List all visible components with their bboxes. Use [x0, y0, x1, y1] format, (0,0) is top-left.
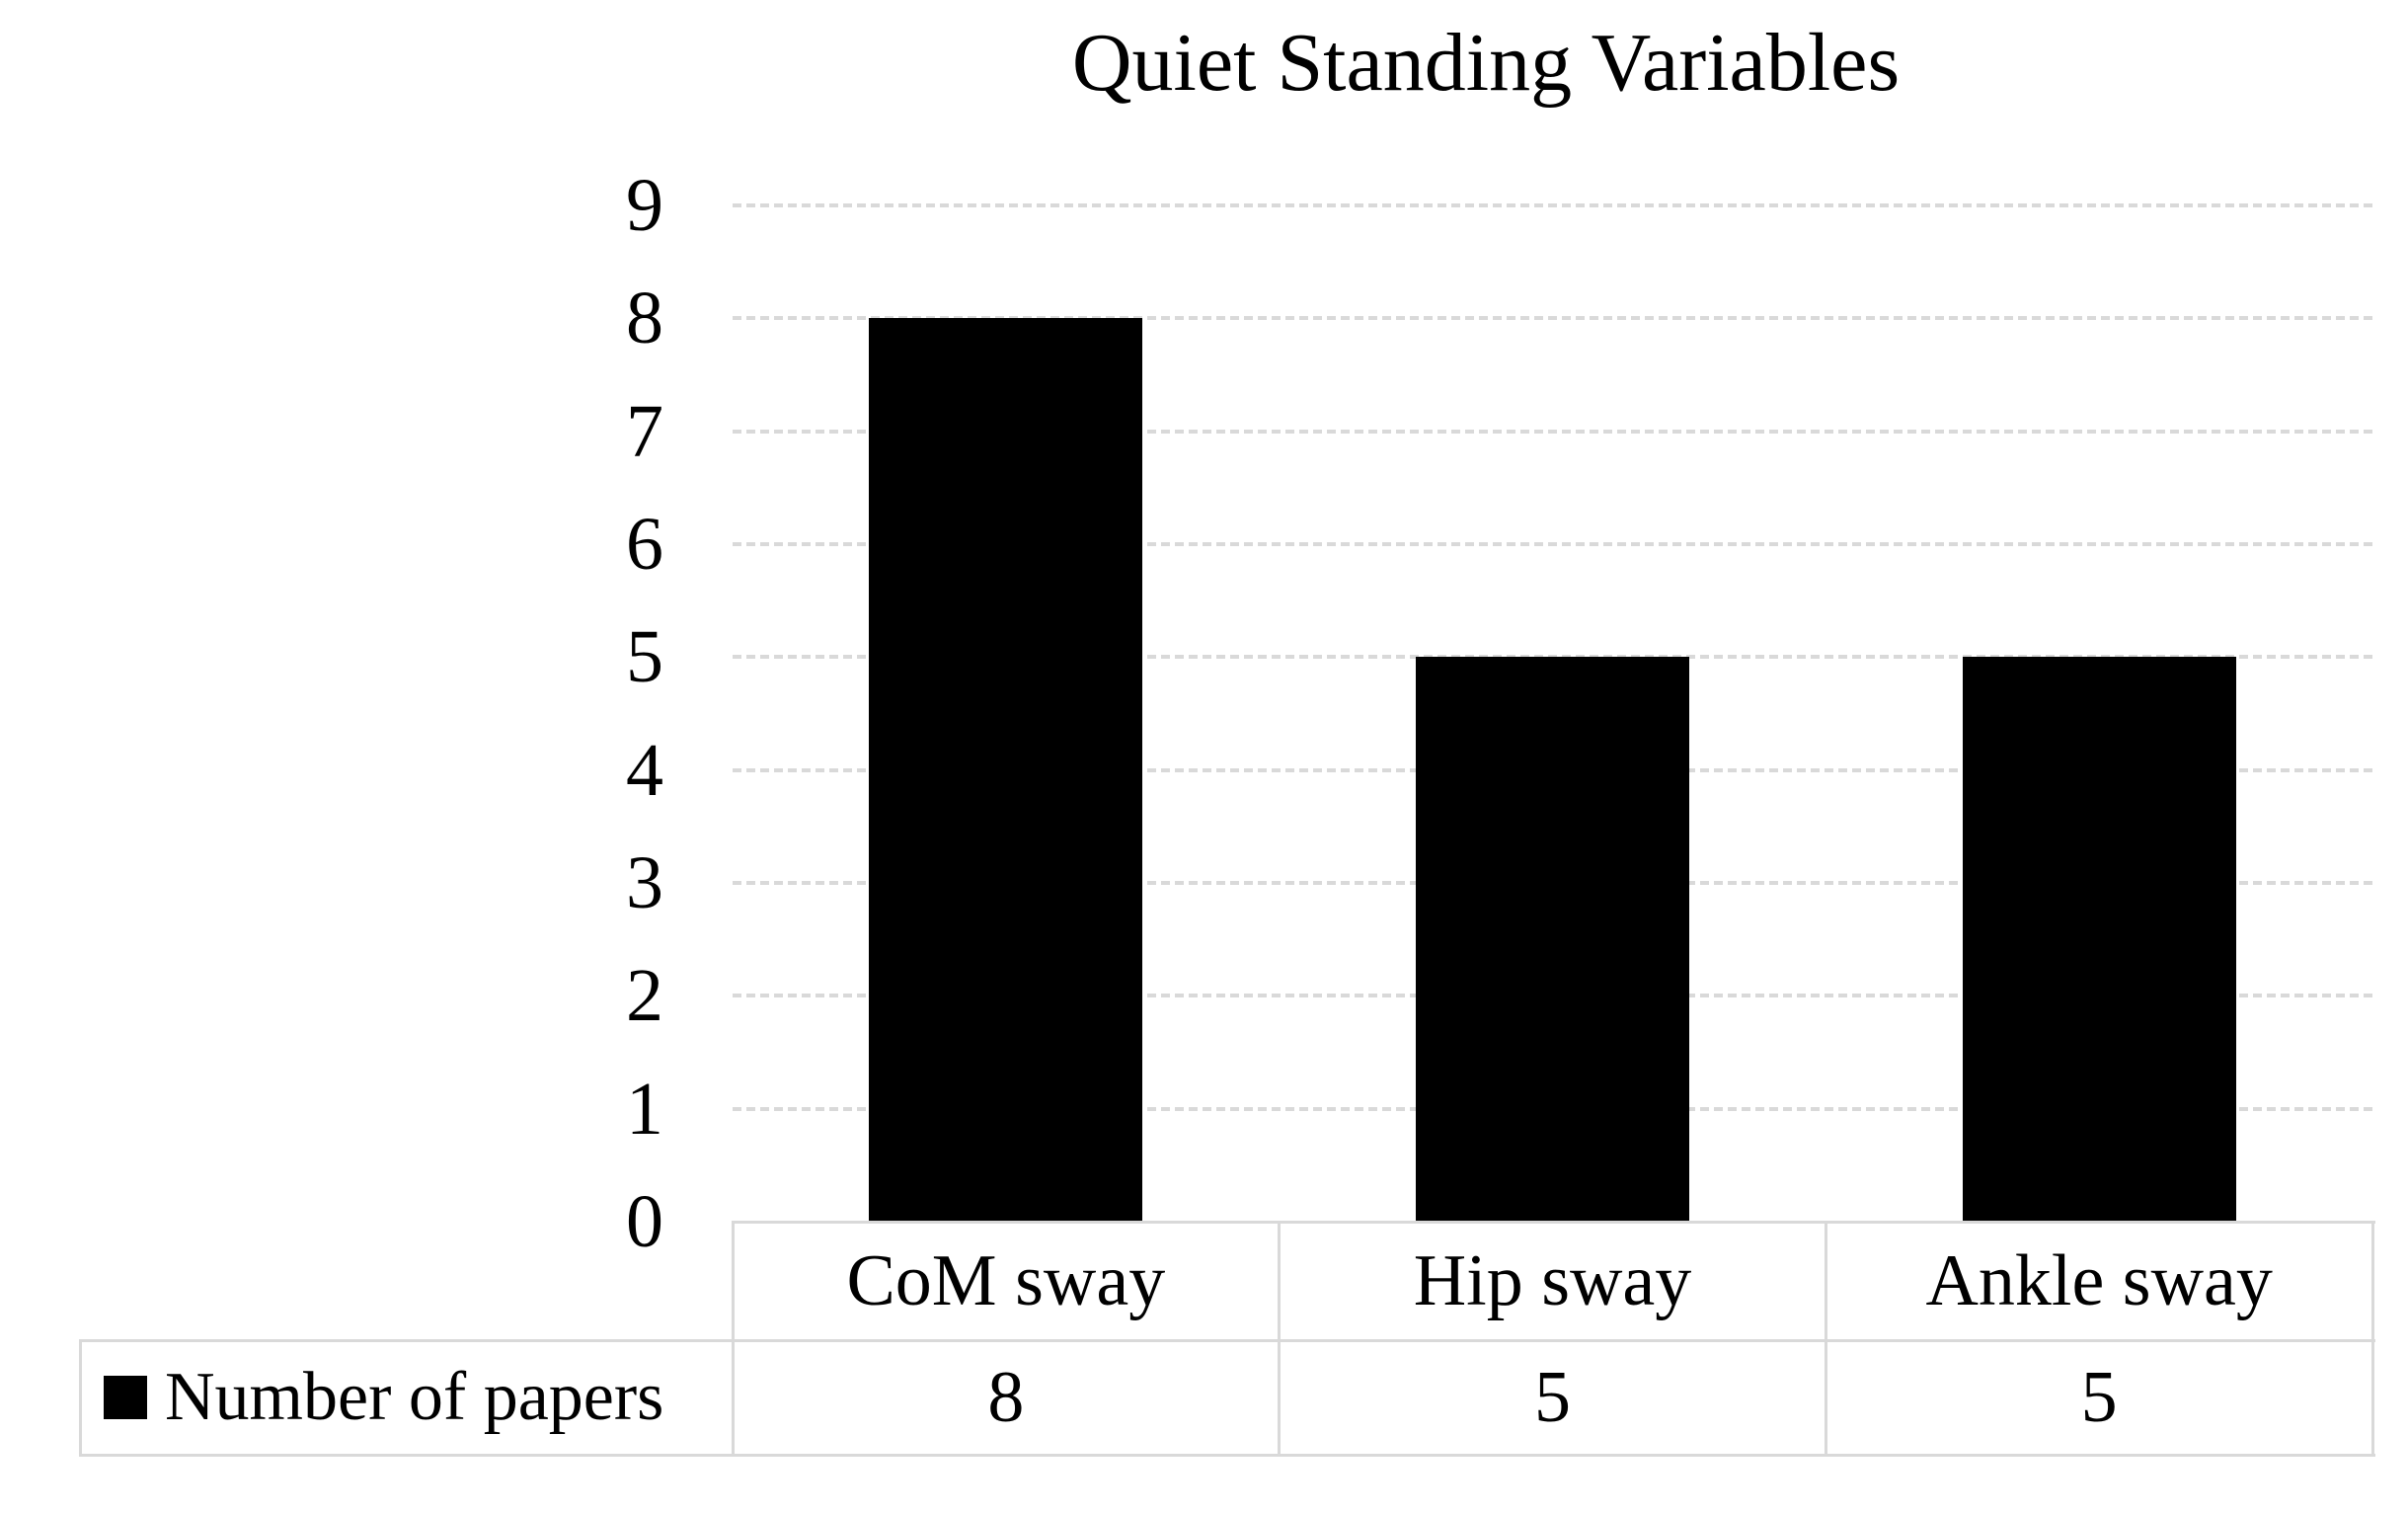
chart-title: Quiet Standing Variables — [1071, 17, 1901, 109]
y-tick-label-7: 7 — [626, 389, 663, 473]
value-cell-com-sway: 8 — [987, 1356, 1025, 1438]
table-border-vline-2 — [1278, 1220, 1282, 1457]
y-tick-label-8: 8 — [626, 277, 663, 360]
series-legend-label: Number of papers — [165, 1359, 664, 1435]
y-tick-label-0: 0 — [626, 1180, 663, 1263]
table-border-vline-3 — [1824, 1220, 1827, 1457]
y-tick-label-5: 5 — [626, 615, 663, 699]
value-cell-ankle-sway: 5 — [2080, 1356, 2118, 1438]
category-cell-hip-sway: Hip sway — [1413, 1239, 1692, 1321]
y-tick-label-2: 2 — [626, 954, 663, 1038]
table-border-vline-1 — [731, 1220, 735, 1457]
y-tick-label-6: 6 — [626, 502, 663, 586]
gridline-8 — [733, 316, 2372, 321]
bar-com-sway — [869, 318, 1143, 1222]
gridline-9 — [733, 202, 2372, 207]
gridline-7 — [733, 429, 2372, 434]
bar-ankle-sway — [1962, 657, 2236, 1222]
table-border-hline-2 — [80, 1453, 2375, 1457]
bar-hip-sway — [1416, 657, 1689, 1222]
table-border-vline-0 — [78, 1338, 82, 1457]
table-border-hline-0 — [733, 1220, 2375, 1224]
legend-cell: Number of papers — [80, 1340, 733, 1455]
category-cell-com-sway: CoM sway — [846, 1239, 1166, 1321]
table-border-vline-4 — [2370, 1220, 2374, 1457]
y-tick-label-9: 9 — [626, 163, 663, 247]
y-tick-label-1: 1 — [626, 1067, 663, 1151]
value-cell-hip-sway: 5 — [1533, 1356, 1571, 1438]
series-legend-square-icon — [104, 1376, 147, 1419]
category-cell-ankle-sway: Ankle sway — [1925, 1239, 2273, 1321]
table-border-hline-1 — [80, 1338, 2375, 1342]
gridline-6 — [733, 541, 2372, 546]
y-tick-label-3: 3 — [626, 840, 663, 924]
y-tick-label-4: 4 — [626, 728, 663, 812]
